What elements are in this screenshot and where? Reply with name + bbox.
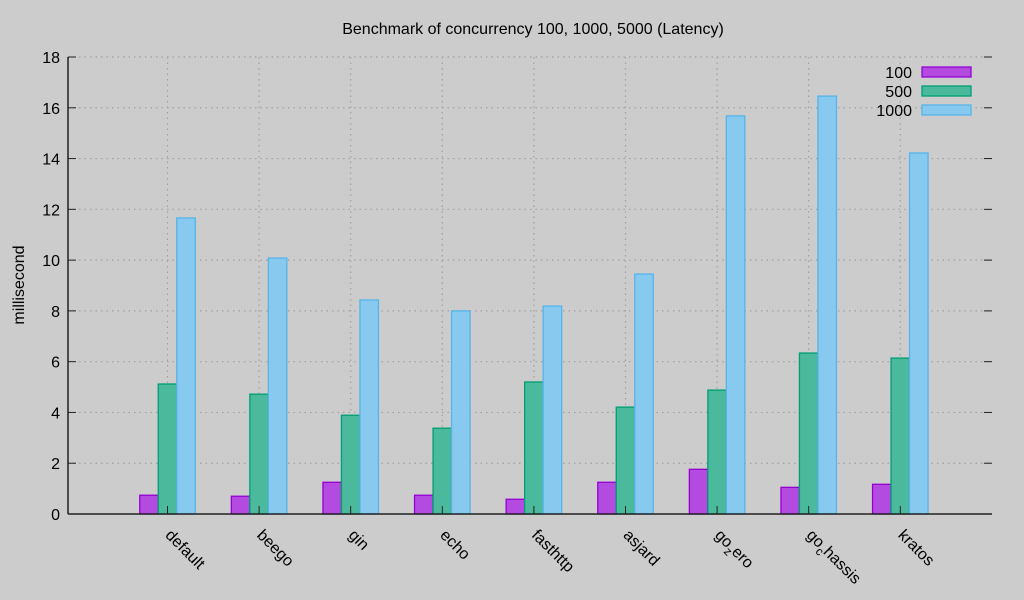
y-tick-label: 18 <box>42 50 60 67</box>
bar-500-8 <box>890 357 911 515</box>
x-tick-label: gin <box>345 527 372 554</box>
legend-swatch-500 <box>921 85 972 97</box>
bar-500-3 <box>432 427 453 515</box>
bar-500-4 <box>524 381 544 515</box>
legend-swatch-1000 <box>921 104 972 116</box>
y-tick-label: 16 <box>42 101 60 118</box>
y-tick-label: 2 <box>51 456 60 473</box>
bar-1000-6 <box>725 115 746 515</box>
y-tick-label: 12 <box>42 202 60 219</box>
bar-500-1 <box>249 393 270 515</box>
bar-500-6 <box>707 389 727 515</box>
x-tick-label: beego <box>253 527 297 571</box>
y-tick-label: 10 <box>42 253 60 270</box>
x-tick-label: fasthttp <box>528 527 577 576</box>
bar-500-7 <box>798 352 819 515</box>
bar-1000-5 <box>634 273 654 515</box>
y-tick-label: 6 <box>51 355 60 372</box>
y-tick-label: 14 <box>42 152 60 169</box>
x-tick-label: gozero <box>708 527 756 575</box>
bar-100-8 <box>871 483 892 515</box>
x-tick-label: kratos <box>894 527 937 570</box>
bar-500-5 <box>615 406 636 515</box>
y-tick-labels: 0 2 4 6 8 10 12 14 16 18 <box>42 50 60 524</box>
y-tick-label: 4 <box>51 405 60 422</box>
x-tick-label: echo <box>436 527 473 564</box>
bar-100-1 <box>230 495 251 515</box>
bar-100-0 <box>139 494 159 515</box>
bar-100-4 <box>505 498 526 515</box>
y-tick-label: 0 <box>51 507 60 524</box>
bar-100-7 <box>780 486 801 515</box>
x-tick-label: default <box>162 527 208 573</box>
legend: 100 500 1000 <box>876 65 972 120</box>
legend-label: 1000 <box>876 103 912 120</box>
bar-100-5 <box>597 481 617 515</box>
bar-100-2 <box>322 481 343 515</box>
bar-1000-3 <box>450 310 471 515</box>
bar-1000-2 <box>359 299 380 515</box>
bar-500-0 <box>157 383 178 515</box>
legend-label: 100 <box>885 65 912 82</box>
axes <box>67 56 992 515</box>
legend-label: 500 <box>885 84 912 101</box>
x-tick-label: gochassis <box>800 527 864 591</box>
bar-1000-0 <box>176 217 196 515</box>
bar-500-2 <box>340 414 361 515</box>
legend-swatch-100 <box>921 66 972 78</box>
y-axis-label: millisecond <box>11 245 28 324</box>
y-tick-label: 8 <box>51 304 60 321</box>
x-tick-label: asjard <box>620 527 663 570</box>
bar-100-3 <box>413 494 434 515</box>
bars <box>139 95 929 515</box>
bar-1000-4 <box>542 305 563 515</box>
chart-title: Benchmark of concurrency 100, 1000, 5000… <box>342 21 724 38</box>
x-tick-labels: default beego gin echo fasthttp asjard gozerog… <box>162 527 938 591</box>
bar-1000-7 <box>817 95 838 515</box>
bar-1000-8 <box>908 152 929 515</box>
bar-1000-1 <box>267 257 288 515</box>
bar-100-6 <box>688 468 709 515</box>
